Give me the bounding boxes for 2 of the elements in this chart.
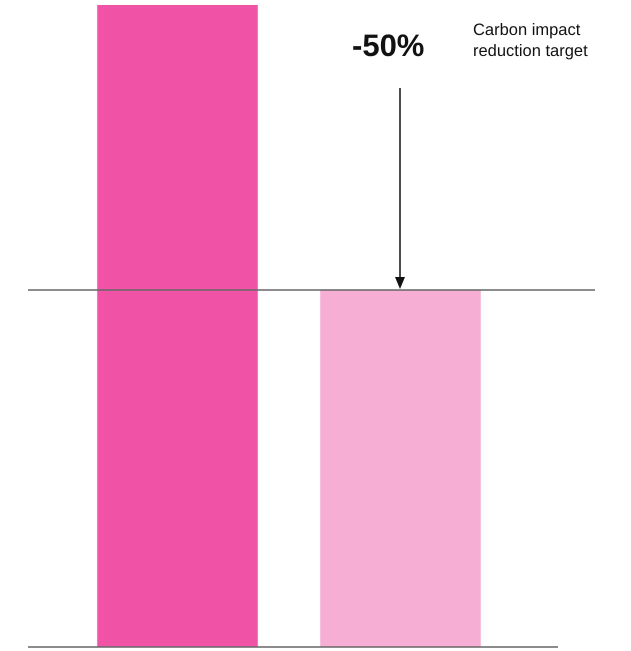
annotation: Carbon impact reduction target bbox=[473, 20, 588, 62]
annotation: -50% bbox=[352, 28, 424, 64]
